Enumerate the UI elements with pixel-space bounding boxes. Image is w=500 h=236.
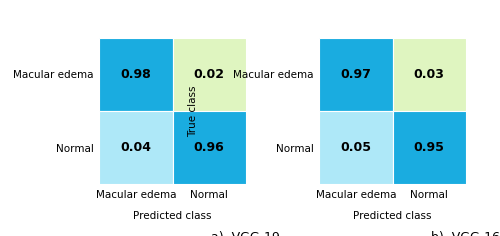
Bar [392, 38, 466, 111]
Text: 0.04: 0.04 [120, 141, 152, 154]
Bar [100, 38, 172, 111]
Bar [320, 111, 392, 184]
Bar [320, 38, 392, 111]
Text: 0.96: 0.96 [194, 141, 224, 154]
Y-axis label: True class: True class [188, 85, 198, 137]
Text: 0.03: 0.03 [414, 68, 444, 81]
Bar [172, 111, 246, 184]
Bar [392, 111, 466, 184]
X-axis label: Predicted class: Predicted class [353, 211, 432, 221]
Bar [100, 111, 172, 184]
Text: 0.95: 0.95 [414, 141, 444, 154]
Text: 0.05: 0.05 [340, 141, 372, 154]
Bar [172, 38, 246, 111]
Text: a)  VGG-19: a) VGG-19 [211, 231, 280, 236]
Text: 0.97: 0.97 [340, 68, 372, 81]
Text: 0.98: 0.98 [120, 68, 152, 81]
X-axis label: Predicted class: Predicted class [133, 211, 212, 221]
Text: b)  VGG-16: b) VGG-16 [431, 231, 500, 236]
Text: 0.02: 0.02 [194, 68, 224, 81]
